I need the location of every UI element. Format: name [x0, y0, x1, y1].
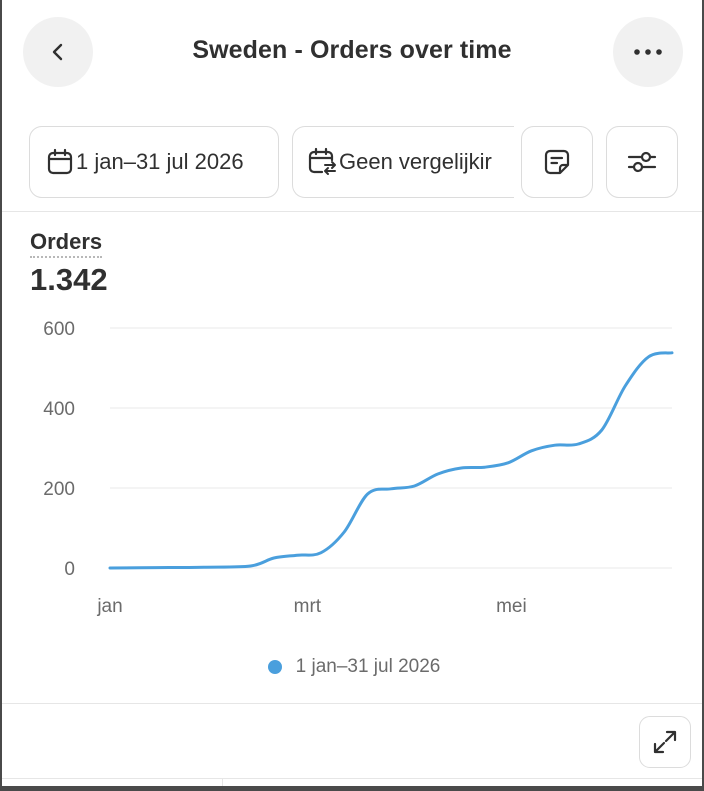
- divider: [222, 779, 223, 786]
- date-range-picker[interactable]: 1 jan–31 jul 2026: [29, 126, 279, 198]
- metric-label[interactable]: Orders: [30, 229, 103, 258]
- x-tick-label: jan: [96, 596, 122, 617]
- expand-icon: [653, 730, 677, 754]
- note-icon: [544, 149, 570, 175]
- calendar-compare-icon: [308, 147, 336, 175]
- comparison-label: Geen vergelijkir: [339, 149, 492, 174]
- y-tick-label: 400: [43, 399, 75, 420]
- date-range-label: 1 jan–31 jul 2026: [76, 149, 244, 174]
- x-axis: jan mrt mei: [96, 596, 526, 617]
- series-line: [108, 351, 674, 570]
- line-chart: 0 200 400 600 jan mrt mei: [43, 319, 674, 617]
- sliders-icon: [627, 151, 657, 173]
- x-tick-label: mei: [496, 596, 527, 617]
- legend-swatch: [267, 660, 282, 674]
- page-title: Sweden - Orders over time: [192, 36, 512, 64]
- filter-bar: 1 jan–31 jul 2026 Geen vergelijkir: [2, 126, 702, 200]
- x-tick-label: mrt: [294, 596, 322, 617]
- y-tick-label: 600: [43, 319, 75, 340]
- chevron-left-icon: [52, 43, 63, 61]
- divider: [2, 211, 702, 212]
- comparison-picker[interactable]: Geen vergelijkir: [292, 126, 514, 198]
- y-tick-label: 0: [64, 559, 75, 580]
- y-axis: 0 200 400 600: [43, 319, 75, 580]
- divider: [2, 778, 702, 779]
- legend-label: 1 jan–31 jul 2026: [295, 656, 441, 677]
- chart-series: [108, 351, 674, 570]
- expand-button[interactable]: [639, 716, 691, 768]
- chart-grid: [110, 327, 672, 569]
- y-tick-label: 200: [43, 479, 75, 500]
- divider: [2, 703, 702, 704]
- more-options-button[interactable]: [613, 17, 683, 87]
- note-button[interactable]: [521, 126, 593, 198]
- chart-legend: 1 jan–31 jul 2026: [2, 656, 702, 678]
- chart-settings-button[interactable]: [606, 126, 678, 198]
- metric-value: 1.342: [30, 262, 108, 297]
- back-button[interactable]: [23, 17, 93, 87]
- header: Sweden - Orders over time: [2, 0, 702, 104]
- ellipsis-icon: [634, 49, 662, 55]
- calendar-icon: [47, 148, 73, 175]
